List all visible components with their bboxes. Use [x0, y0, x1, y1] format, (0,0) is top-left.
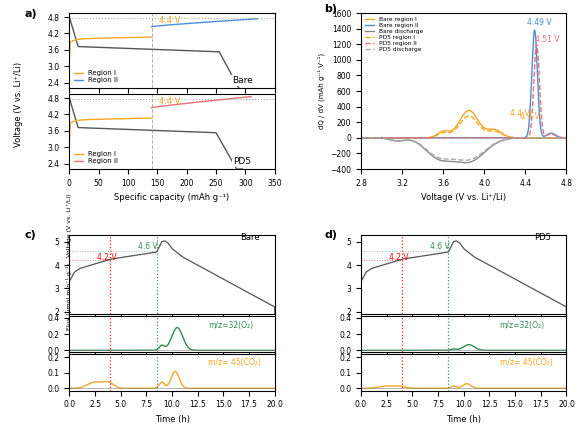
Text: m/z=32(O₂): m/z=32(O₂)	[208, 321, 253, 329]
Text: 4.2 V: 4.2 V	[97, 253, 117, 262]
Legend: Bare region I, Bare region II, Bare discharge, PD5 region I, PD5 region II, PD5 : Bare region I, Bare region II, Bare disc…	[364, 16, 424, 53]
Text: Bare: Bare	[232, 76, 253, 85]
Text: 4.4 V: 4.4 V	[520, 112, 540, 121]
Text: 4.2 V: 4.2 V	[389, 253, 409, 262]
Text: PD5: PD5	[534, 233, 551, 243]
Legend: Region I, Region II: Region I, Region II	[73, 150, 120, 166]
Text: Flux (μmol min⁻¹ g⁻¹)   Voltage (V vs. Li⁺/Li): Flux (μmol min⁻¹ g⁻¹) Voltage (V vs. Li⁺…	[66, 193, 72, 329]
Text: 4.49 V: 4.49 V	[527, 18, 552, 27]
Text: b): b)	[324, 3, 337, 13]
Text: 4.4 V: 4.4 V	[510, 109, 529, 118]
Text: Bare: Bare	[240, 233, 260, 243]
Text: PD5: PD5	[234, 157, 251, 166]
Text: m/z=32(O₂): m/z=32(O₂)	[500, 321, 545, 329]
X-axis label: Time (h): Time (h)	[154, 415, 190, 424]
Text: 4.6 V: 4.6 V	[430, 242, 450, 251]
Text: m/z= 45(CO₂): m/z= 45(CO₂)	[208, 358, 261, 367]
X-axis label: Voltage (V vs. Li⁺/Li): Voltage (V vs. Li⁺/Li)	[421, 193, 506, 202]
Text: Voltage (V vs. Li⁺/Li): Voltage (V vs. Li⁺/Li)	[14, 62, 24, 147]
Text: m/z= 45(CO₂): m/z= 45(CO₂)	[500, 358, 553, 367]
Text: 4.6 V: 4.6 V	[138, 242, 158, 251]
X-axis label: Specific capacity (mAh g⁻¹): Specific capacity (mAh g⁻¹)	[114, 193, 229, 202]
Text: a): a)	[24, 9, 37, 19]
Text: 4.4 V: 4.4 V	[158, 97, 180, 105]
X-axis label: Time (h): Time (h)	[446, 415, 481, 424]
Text: d): d)	[324, 230, 337, 240]
Text: 4.4 V: 4.4 V	[158, 16, 180, 25]
Y-axis label: dQ / dV (mAh g⁻¹ V⁻¹): dQ / dV (mAh g⁻¹ V⁻¹)	[317, 53, 325, 129]
Text: 4.51 V: 4.51 V	[535, 35, 559, 44]
Text: c): c)	[24, 230, 36, 240]
Legend: Region I, Region II: Region I, Region II	[73, 69, 120, 85]
